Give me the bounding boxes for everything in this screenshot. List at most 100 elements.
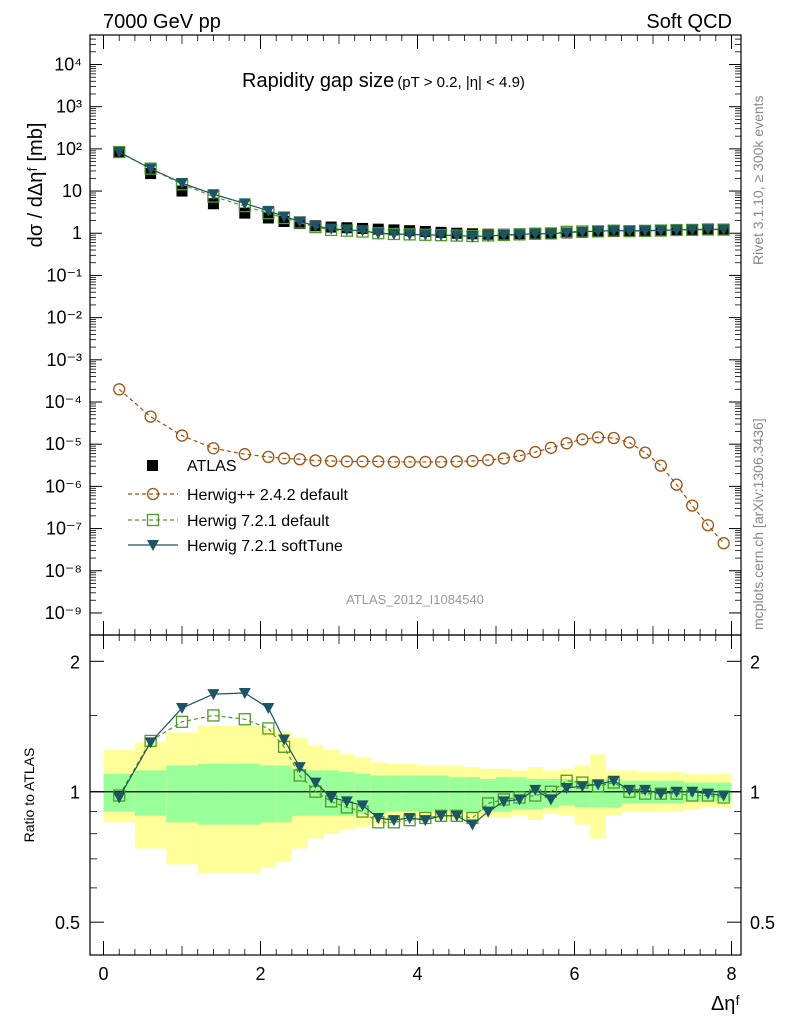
ratio-point-1 — [497, 796, 510, 808]
main-point-1 — [623, 436, 636, 449]
ratio-point-1 — [325, 792, 338, 804]
ratio-point-1 — [113, 792, 126, 804]
band-inner-12 — [370, 775, 387, 814]
atlas-point — [176, 185, 188, 197]
ratio-point-1 — [623, 784, 636, 796]
main-point-1 — [238, 448, 251, 461]
main-point-1 — [450, 455, 463, 468]
ratio-point-1 — [686, 786, 699, 798]
ratio-point-0 — [207, 709, 220, 722]
ratio-point-1 — [262, 703, 275, 715]
band-inner-13 — [386, 775, 402, 812]
legend-herwigpp-marker — [146, 487, 160, 501]
main-point-1 — [356, 455, 369, 468]
main-point-3 — [654, 225, 667, 237]
xtick-label: 4 — [412, 964, 422, 984]
ratio-point-1 — [592, 779, 605, 791]
ratio-point-1 — [529, 784, 542, 796]
header-left: 7000 GeV pp — [103, 11, 221, 33]
ratio-point-1 — [207, 689, 220, 701]
ratio-point-1 — [293, 762, 306, 774]
ratio-y-axis-label: Ratio to ATLAS — [21, 748, 37, 843]
main-point-3 — [639, 225, 652, 237]
ratio-point-1 — [450, 810, 463, 822]
band-inner-2 — [166, 765, 198, 823]
ratio-point-1 — [278, 734, 291, 746]
plot-title: Rapidity gap size (pT > 0.2, |η| < 4.9) — [242, 70, 525, 92]
band-inner-15 — [417, 775, 434, 812]
main-point-3 — [701, 224, 714, 236]
main-point-1 — [309, 454, 322, 467]
main-point-3 — [592, 226, 605, 238]
main-point-3 — [576, 226, 589, 238]
analysis-id: ATLAS_2012_I1084540 — [346, 592, 484, 607]
header-right: Soft QCD — [646, 11, 732, 33]
main-point-1 — [372, 455, 385, 468]
main-point-1 — [654, 459, 667, 472]
ratio-ytick-label: 2 — [70, 652, 80, 672]
band-inner-16 — [433, 775, 449, 812]
main-point-3 — [450, 230, 463, 242]
ratio-point-1 — [670, 786, 683, 798]
atlas-point — [239, 207, 251, 219]
legend: ATLAS Herwig++ 2.4.2 default Herwig 7.2.… — [128, 458, 349, 555]
band-inner-10 — [339, 772, 355, 816]
band-inner-3 — [197, 763, 230, 825]
main-point-1 — [340, 455, 354, 468]
ratio-point-1 — [482, 806, 495, 818]
ratio-panel-frame — [89, 634, 742, 956]
axis-tick-labels: 10⁻⁹10⁻⁸10⁻⁷10⁻⁶10⁻⁵10⁻⁴10⁻³10⁻²10⁻¹1101… — [45, 54, 775, 984]
ratio-point-1 — [576, 781, 589, 793]
main-point-1 — [403, 455, 416, 469]
main-ytick-label: 10 — [62, 181, 82, 201]
main-point-1 — [466, 454, 479, 468]
legend-item-softtune: Herwig 7.2.1 softTune — [128, 538, 343, 555]
main-point-3 — [278, 211, 291, 223]
main-point-1 — [576, 433, 589, 446]
ratio-point-1 — [544, 794, 557, 806]
main-ytick-label: 10² — [56, 139, 82, 159]
main-point-3 — [717, 224, 730, 236]
main-point-1 — [175, 429, 189, 442]
ratio-series-1 — [113, 687, 730, 831]
main-point-3 — [686, 224, 699, 236]
ratio-panel-series — [113, 687, 730, 831]
main-point-1 — [591, 431, 605, 444]
main-ytick-label: 10⁻⁷ — [46, 519, 82, 539]
main-ytick-label: 10⁻⁸ — [45, 561, 82, 581]
main-point-1 — [686, 499, 699, 512]
band-inner-27 — [605, 779, 622, 808]
main-ytick-label: 10⁴ — [54, 54, 82, 74]
legend-item-atlas: ATLAS — [147, 458, 237, 475]
main-point-3 — [560, 227, 573, 239]
main-point-3 — [176, 178, 188, 190]
main-ytick-label: 10⁻⁵ — [45, 434, 82, 454]
ratio-point-1 — [403, 812, 416, 824]
main-point-1 — [529, 445, 542, 459]
main-point-1 — [293, 453, 306, 466]
main-ytick-label: 10³ — [56, 97, 82, 117]
main-point-3 — [293, 216, 306, 228]
main-ytick-label: 10⁻¹ — [46, 265, 82, 285]
main-series-line-3 — [118, 151, 724, 238]
ratio-point-1 — [238, 687, 251, 699]
main-series-1 — [113, 383, 730, 550]
ratio-point-0 — [238, 713, 251, 726]
main-series-3 — [113, 147, 730, 243]
main-point-1 — [670, 478, 683, 491]
ratio-point-1 — [654, 788, 667, 800]
ratio-point-1 — [356, 800, 369, 812]
main-point-3 — [466, 231, 479, 243]
main-series-0 — [113, 146, 730, 240]
main-point-1 — [387, 455, 401, 469]
band-inner-14 — [401, 775, 418, 812]
main-ytick-label: 10⁻² — [46, 308, 82, 328]
main-point-1 — [262, 450, 275, 464]
plot-title-cut: (pT > 0.2, |η| < 4.9) — [397, 74, 525, 91]
main-point-1 — [419, 455, 432, 469]
main-point-1 — [544, 441, 558, 454]
ratio-point-1 — [340, 796, 353, 808]
plot-title-main: Rapidity gap size — [242, 70, 394, 92]
ratio-ytick-label-right: 1 — [750, 783, 760, 803]
